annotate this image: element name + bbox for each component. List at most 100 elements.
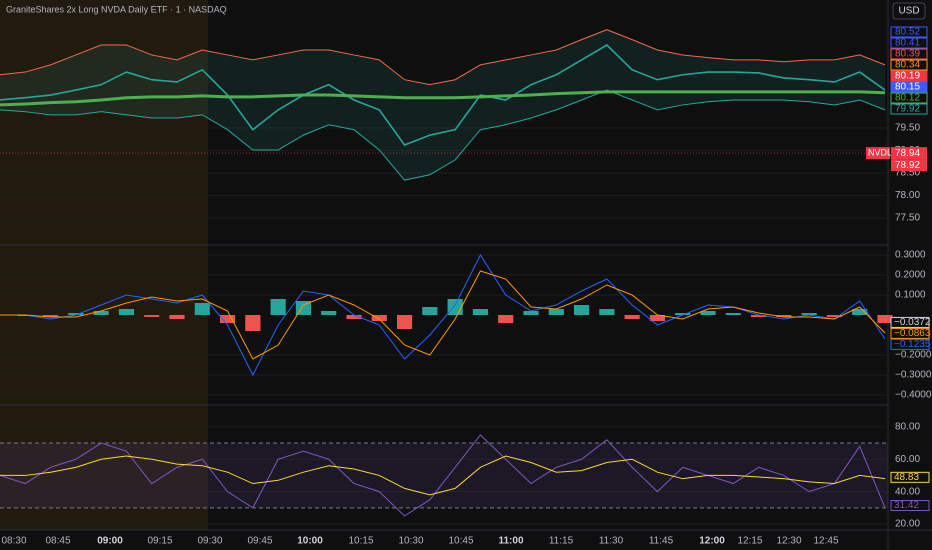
x-tick-label: 08:45 [45,536,70,547]
chart-title: GraniteShares 2x Long NVDA Daily ETF · 1… [6,4,227,14]
price-label-box [890,81,928,93]
y-tick-label: 78.00 [895,190,920,201]
value-label-box [890,500,930,512]
x-tick-label: 11:45 [649,536,674,547]
histogram-bar [750,315,767,317]
histogram-bar [371,315,387,321]
histogram-bar [523,311,539,315]
histogram-bar [599,309,615,315]
histogram-bar [447,299,463,315]
histogram-bar [270,299,286,315]
value-label-box [890,327,930,339]
price-label-box [890,48,928,60]
histogram-bar [801,313,817,315]
x-tick-label: 09:00 [97,536,123,547]
currency[interactable]: USD [898,6,919,17]
value-label: −0.1235 [894,339,931,350]
price-label: 79.92 [895,104,920,115]
symbol-label: NVDL [868,148,892,158]
histogram-bar [396,315,413,329]
series-line [0,455,886,496]
price-label-box [890,59,928,71]
histogram-bar [321,311,337,315]
histogram-bar [219,315,236,323]
x-tick-label: 12:00 [699,536,725,547]
price-label-box [890,70,928,82]
price-label: 80.12 [895,93,920,104]
y-tick-label: 78.50 [895,168,920,179]
histogram-bar [776,315,792,317]
y-tick-label: 80.00 [895,421,920,432]
y-tick-label: 20.00 [895,519,920,530]
series-line [0,29,886,86]
last-price: 78.92 [895,160,920,171]
histogram-bar [548,309,564,315]
histogram-bar [422,307,438,315]
currency-button[interactable] [892,2,926,20]
x-tick-label: 11:00 [498,536,523,547]
x-tick-label: 12:30 [776,536,801,547]
y-tick-label: −0.3000 [895,370,932,381]
histogram-bar [169,315,185,319]
series-line [0,434,886,517]
value-label: 48.83 [894,472,919,483]
price-label-box [890,92,928,104]
histogram-bar [877,315,893,323]
histogram-bar [675,313,691,315]
x-tick-label: 10:15 [348,536,373,547]
price-label-box [890,37,928,49]
price-label: 80.52 [895,27,920,38]
histogram-bar [42,315,59,317]
x-tick-label: 12:15 [737,536,762,547]
x-tick-label: 09:15 [147,536,172,547]
y-tick-label: 40.00 [895,486,920,497]
histogram-bar [472,309,489,315]
price-label: 80.19 [895,71,920,82]
histogram-bar [194,303,210,315]
last-price-box [891,147,927,160]
last-price: 78.94 [895,148,920,159]
x-tick-label: 11:15 [549,536,574,547]
last-price-box [891,159,927,172]
histogram-bar [245,315,261,331]
series-line [0,270,886,360]
histogram-bar [700,311,716,315]
value-label-box [890,316,930,328]
y-tick-label: 0.2000 [895,270,926,281]
value-label: −0.0372 [894,317,931,328]
y-tick-label: −0.4000 [895,390,932,401]
histogram-bar [93,311,109,315]
x-tick-label: 10:30 [398,536,423,547]
series-line [0,44,886,146]
y-tick-label: 0.3000 [895,250,926,261]
x-tick-label: 08:30 [1,536,26,547]
price-label: 80.34 [895,60,920,71]
histogram-bar [826,315,843,317]
price-label: 80.15 [895,82,920,93]
series-line [0,89,886,181]
value-label-box [890,338,930,350]
histogram-bar [68,313,84,315]
y-tick-label: −0.2000 [895,350,932,361]
histogram-bar [852,309,868,315]
histogram-bar [118,309,135,315]
y-tick-label: 79.50 [895,123,920,134]
symbol-box [866,147,890,160]
x-tick-label: 10:45 [448,536,473,547]
histogram-bar [649,315,666,321]
y-tick-label: 77.50 [895,213,920,224]
rsi-band [0,443,888,508]
x-tick-label: 12:45 [813,536,838,547]
x-tick-label: 11:30 [599,536,624,547]
y-tick-label: 0.1000 [895,290,926,301]
value-label: 31.42 [894,500,919,511]
x-tick-label: 10:00 [297,536,323,547]
x-tick-label: 09:45 [247,536,272,547]
band-fill [0,29,885,181]
histogram-bar [144,315,160,317]
price-label-box [890,26,928,38]
histogram-bar [346,315,362,319]
pre-market-shade [0,0,208,530]
value-label: −0.0863 [894,328,931,339]
